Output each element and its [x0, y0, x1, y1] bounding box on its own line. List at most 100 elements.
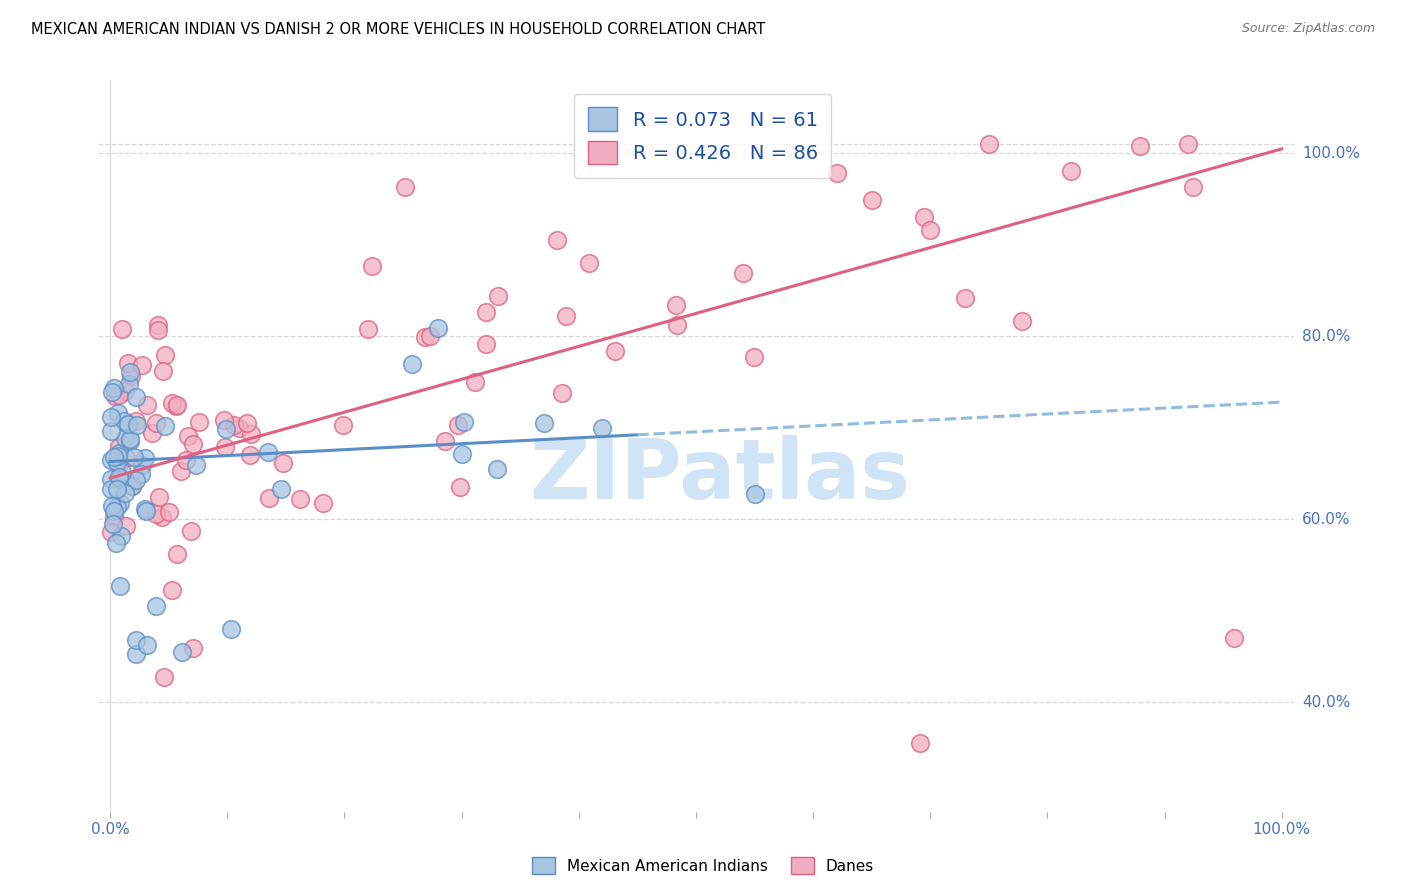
- Point: [239, 426, 262, 441]
- Point: [129, 467, 152, 482]
- Point: [105, 500, 128, 514]
- Point: [170, 464, 193, 478]
- Point: [107, 446, 129, 460]
- Point: [955, 291, 977, 305]
- Text: 80.0%: 80.0%: [1302, 329, 1350, 343]
- Point: [177, 428, 200, 442]
- Point: [485, 462, 508, 476]
- Point: [1177, 137, 1199, 152]
- Point: [114, 431, 136, 445]
- Point: [453, 415, 475, 429]
- Point: [157, 506, 180, 520]
- Point: [110, 529, 132, 543]
- Point: [118, 434, 141, 448]
- Point: [910, 736, 932, 750]
- Point: [554, 310, 576, 324]
- Point: [114, 518, 136, 533]
- Point: [219, 622, 242, 636]
- Point: [665, 318, 688, 333]
- Text: Source: ZipAtlas.com: Source: ZipAtlas.com: [1241, 22, 1375, 36]
- Point: [124, 647, 146, 661]
- Point: [312, 496, 335, 510]
- Legend: Mexican American Indians, Danes: Mexican American Indians, Danes: [526, 851, 880, 880]
- Point: [111, 465, 134, 479]
- Point: [107, 449, 129, 463]
- Point: [546, 233, 568, 247]
- Point: [100, 453, 122, 467]
- Point: [186, 458, 208, 472]
- Point: [118, 377, 141, 392]
- Point: [475, 304, 498, 318]
- Point: [103, 503, 125, 517]
- Point: [215, 422, 238, 436]
- Point: [120, 365, 142, 379]
- Point: [114, 384, 136, 398]
- Point: [1182, 179, 1205, 194]
- Point: [107, 440, 129, 454]
- Point: [108, 470, 131, 484]
- Point: [100, 424, 122, 438]
- Point: [224, 418, 246, 433]
- Point: [100, 482, 122, 496]
- Point: [825, 166, 848, 180]
- Point: [228, 421, 250, 435]
- Point: [401, 358, 423, 372]
- Point: [1129, 139, 1152, 153]
- Point: [135, 638, 157, 652]
- Point: [742, 350, 765, 364]
- Point: [125, 632, 148, 647]
- Point: [733, 266, 755, 280]
- Point: [860, 193, 883, 207]
- Point: [100, 472, 122, 486]
- Point: [103, 450, 125, 464]
- Point: [270, 482, 292, 496]
- Point: [107, 406, 129, 420]
- Point: [112, 413, 135, 427]
- Point: [141, 425, 163, 440]
- Point: [145, 508, 167, 522]
- Point: [121, 478, 143, 492]
- Point: [108, 457, 131, 471]
- Point: [145, 416, 167, 430]
- Point: [235, 416, 257, 430]
- Point: [187, 415, 209, 429]
- Point: [166, 398, 188, 412]
- Point: [464, 375, 486, 389]
- Point: [1060, 163, 1083, 178]
- Point: [153, 670, 176, 684]
- Point: [117, 356, 139, 370]
- Point: [427, 320, 450, 334]
- Point: [134, 450, 156, 465]
- Point: [165, 399, 187, 413]
- Point: [271, 456, 294, 470]
- Point: [101, 516, 124, 531]
- Point: [152, 509, 174, 524]
- Point: [146, 318, 169, 332]
- Point: [105, 455, 128, 469]
- Point: [134, 502, 156, 516]
- Point: [446, 417, 468, 432]
- Point: [434, 434, 457, 448]
- Point: [419, 328, 441, 343]
- Legend: R = 0.073   N = 61, R = 0.426   N = 86: R = 0.073 N = 61, R = 0.426 N = 86: [574, 94, 831, 178]
- Point: [125, 414, 148, 428]
- Point: [125, 473, 148, 487]
- Point: [183, 640, 205, 655]
- Text: 40.0%: 40.0%: [1302, 695, 1350, 709]
- Point: [1011, 314, 1033, 328]
- Point: [108, 388, 131, 402]
- Point: [103, 510, 125, 524]
- Point: [551, 386, 574, 401]
- Point: [160, 396, 183, 410]
- Point: [103, 381, 125, 395]
- Point: [111, 322, 134, 336]
- Point: [121, 479, 143, 493]
- Point: [152, 364, 174, 378]
- Point: [920, 223, 942, 237]
- Point: [131, 358, 153, 372]
- Point: [100, 525, 122, 540]
- Point: [257, 491, 280, 506]
- Point: [256, 445, 278, 459]
- Point: [101, 384, 124, 399]
- Point: [108, 579, 131, 593]
